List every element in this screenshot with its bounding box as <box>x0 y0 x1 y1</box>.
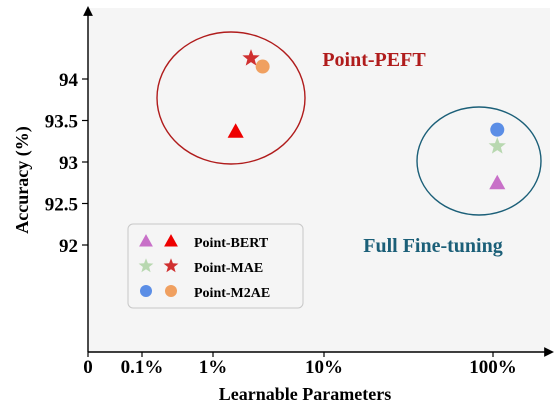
x-tick-label: 0.1% <box>121 357 164 378</box>
data-marks <box>227 49 506 190</box>
x-tick-label: 10% <box>305 357 343 378</box>
legend-label-point-bert: Point-BERT <box>194 236 269 251</box>
y-tick-label: 92 <box>59 236 78 257</box>
x-axis-label: Learnable Parameters <box>219 384 391 404</box>
legend-marker-point-mae-peft <box>163 258 179 273</box>
legend-label-point-m2ae: Point-M2AE <box>194 286 270 301</box>
y-tick-label: 92.5 <box>45 195 78 216</box>
point-point-bert-full <box>489 174 506 190</box>
point-point-mae-peft <box>242 49 260 66</box>
point-point-m2ae-full <box>490 122 505 137</box>
legend-marker-point-mae-full <box>138 258 154 273</box>
full-finetuning-group-ellipse <box>416 106 542 216</box>
x-tick-label: 100% <box>469 357 517 378</box>
y-tick-label: 93 <box>59 153 78 174</box>
legend: Point-BERT Point-MAE Point-M2AE <box>127 223 304 309</box>
point-point-bert-peft <box>227 123 244 138</box>
x-tick-label: 1% <box>199 357 228 378</box>
legend-marker-point-bert-full <box>139 234 153 247</box>
y-tick-label: 94 <box>59 70 79 91</box>
y-axis-label: Accuracy (%) <box>12 126 33 233</box>
point-peft-group-ellipse <box>156 31 306 165</box>
point-peft-group-label: Point-PEFT <box>322 49 426 71</box>
legend-label-point-mae: Point-MAE <box>194 261 263 276</box>
legend-markers <box>138 234 179 297</box>
full-finetuning-group-label: Full Fine-tuning <box>363 235 502 257</box>
point-point-mae-full <box>488 137 506 154</box>
y-tick-label: 93.5 <box>45 112 78 133</box>
legend-marker-point-m2ae-peft <box>165 285 177 297</box>
legend-marker-point-bert-peft <box>164 234 178 247</box>
point-point-m2ae-peft <box>255 59 270 74</box>
y-tick-group: 92 92.5 93 93.5 94 <box>45 70 88 257</box>
legend-marker-point-m2ae-full <box>140 285 152 297</box>
x-tick-label: 0 <box>83 357 93 378</box>
x-tick-group: 0 0.1% 1% 10% 100% <box>83 352 517 378</box>
